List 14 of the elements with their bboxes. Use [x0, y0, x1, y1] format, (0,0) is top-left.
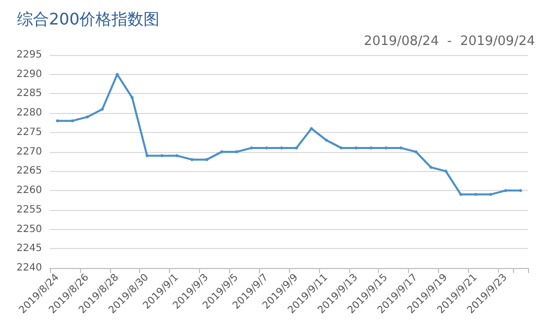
chart-title: 综合200价格指数图 — [17, 10, 160, 28]
y-tick-label: 2280 — [16, 108, 42, 119]
y-tick-label: 2265 — [16, 166, 42, 177]
y-tick-label: 2275 — [16, 126, 42, 138]
y-tick-label: 2270 — [16, 146, 42, 158]
y-tick-label: 2240 — [16, 262, 42, 274]
chart-subtitle: 2019/08/24 - 2019/09/24 — [364, 34, 535, 49]
y-tick-label: 2245 — [16, 243, 42, 254]
y-tick-label: 2295 — [16, 50, 42, 60]
y-tick-label: 2250 — [16, 224, 42, 235]
y-tick-label: 2290 — [16, 68, 42, 80]
y-tick-label: 2255 — [16, 204, 42, 216]
y-tick-label: 2285 — [16, 88, 42, 100]
y-tick-label: 2260 — [16, 185, 42, 196]
